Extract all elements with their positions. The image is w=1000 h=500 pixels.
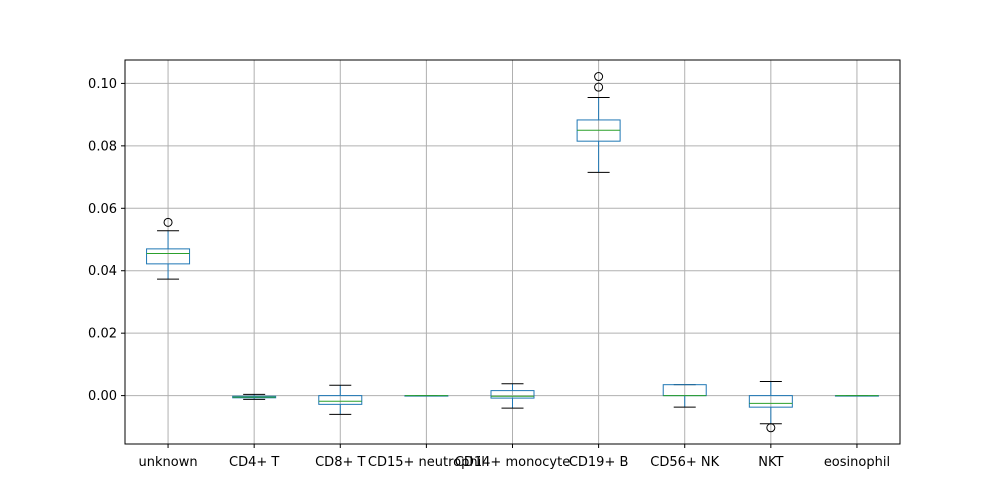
y-tick-label: 0.06	[88, 202, 117, 217]
box-3	[404, 395, 449, 397]
x-tick-label: NKT	[758, 455, 783, 470]
outlier-point	[594, 72, 604, 82]
box-1	[232, 393, 277, 400]
x-tick-label: CD15+ neutrophil	[368, 455, 485, 470]
y-tick-label: 0.08	[88, 139, 117, 154]
x-tick-label: CD4+ T	[229, 455, 279, 470]
box-4	[490, 383, 535, 409]
iqr-box	[490, 390, 535, 399]
y-tick-label: 0.00	[88, 389, 117, 404]
box-7	[748, 381, 793, 433]
x-tick-label: unknown	[139, 455, 198, 470]
iqr-box	[146, 248, 191, 265]
box-5	[576, 72, 621, 173]
x-tick-label: eosinophil	[824, 455, 890, 470]
y-tick-label: 0.04	[88, 264, 117, 279]
box-8	[834, 395, 879, 397]
y-tick-label: 0.10	[88, 77, 117, 92]
outlier-point	[766, 423, 776, 433]
iqr-box	[748, 395, 793, 408]
x-tick-label: CD19+ B	[569, 455, 629, 470]
x-tick-label: CD8+ T	[315, 455, 365, 470]
boxes	[146, 72, 879, 433]
box-0	[146, 217, 191, 280]
outlier-point	[163, 217, 173, 227]
outlier-point	[594, 82, 604, 92]
box-2	[318, 384, 363, 415]
x-tick-label: CD56+ NK	[650, 455, 719, 470]
iqr-box	[318, 395, 363, 405]
x-tick-label: CD14+ monocyte	[455, 455, 570, 470]
grid-lines	[125, 60, 900, 444]
axes: 0.00 0.02 0.04 0.06 0.08 0.10 unknown CD4+ T CD8…	[88, 77, 890, 470]
box-6	[662, 384, 707, 408]
y-tick-label: 0.02	[88, 327, 117, 342]
